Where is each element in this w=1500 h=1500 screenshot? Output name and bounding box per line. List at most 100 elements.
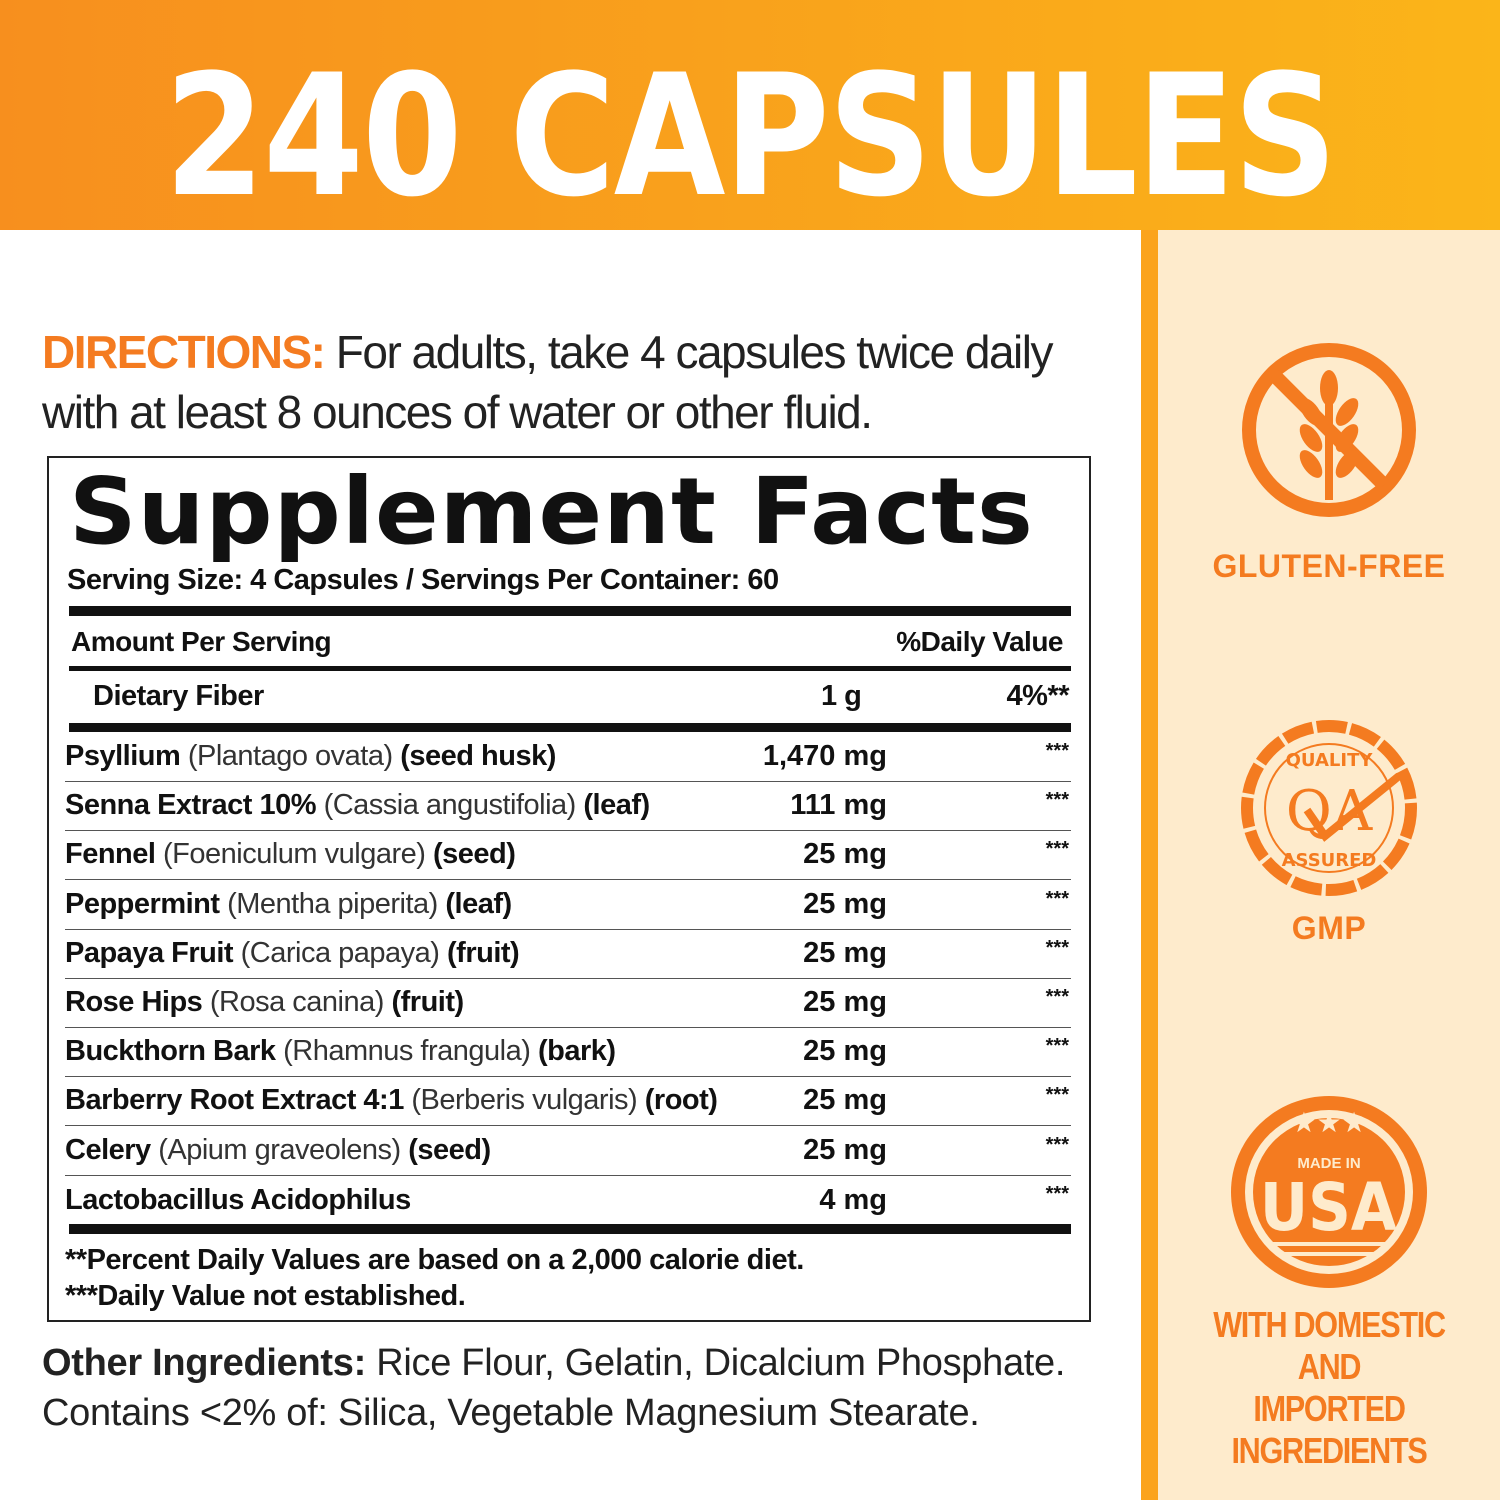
- other-ingredients-text: Rice Flour, Gelatin, Dicalcium Phosphate…: [365, 1342, 1066, 1384]
- ingredient-name: Rose Hips: [65, 986, 203, 1018]
- divider: [69, 606, 1071, 616]
- ingredient-name-cell: Senna Extract 10% (Cassia angustifolia) …: [65, 789, 650, 822]
- ingredient-part: (fruit): [391, 986, 464, 1018]
- ingredient-part: (fruit): [447, 936, 520, 969]
- no-wheat-icon: [1242, 343, 1416, 517]
- ingredient-name-cell: Lactobacillus Acidophilus: [65, 1184, 411, 1217]
- gmp-badge: QUALITY QA ASSURED GMP: [1158, 718, 1500, 947]
- ingredient-part: (bark): [537, 1035, 616, 1068]
- fiber-dv: 4%**: [1006, 680, 1070, 712]
- ingredient-name: Papaya Fruit: [65, 936, 234, 969]
- ingredient-latin: (Carica papaya): [233, 936, 447, 969]
- page-title: 240 CAPSULES: [164, 38, 1337, 234]
- fiber-amount: 1 g: [821, 680, 862, 712]
- ingredient-latin: (Rhamnus frangula): [275, 1035, 538, 1068]
- ingredient-name-cell: Rose Hips (Rosa canina) (fruit): [65, 986, 464, 1019]
- ingredient-name-cell: Buckthorn Bark (Rhamnus frangula) (bark): [65, 1035, 616, 1068]
- ingredient-name-cell: Psyllium (Plantago ovata) (seed husk): [65, 740, 556, 773]
- ingredient-row: Psyllium (Plantago ovata) (seed husk) 1,…: [65, 732, 1071, 782]
- ingredient-row: Buckthorn Bark (Rhamnus frangula) (bark)…: [65, 1027, 1071, 1078]
- ingredient-dv: ***: [1045, 1084, 1069, 1107]
- ingredient-amount: 4 mg: [819, 1183, 887, 1216]
- made-in-usa-icon: ★★★ MADE IN USA: [1231, 1096, 1427, 1288]
- made-in-usa-badge: ★★★ MADE IN USA WITH DOMESTIC AND IMPORT…: [1158, 1092, 1500, 1472]
- gluten-free-label: GLUTEN-FREE: [1212, 548, 1446, 584]
- gluten-free-badge: GLUTEN-FREE: [1158, 340, 1500, 585]
- divider: [69, 666, 1071, 671]
- ingredient-latin: (Berberis vulgaris): [403, 1084, 645, 1117]
- footnote-dv: **Percent Daily Values are based on a 2,…: [65, 1244, 804, 1276]
- svg-text:★★★: ★★★: [1291, 1107, 1366, 1138]
- divider: [69, 1224, 1071, 1234]
- ingredient-dv: ***: [1045, 887, 1069, 910]
- supplement-facts-panel: Supplement Facts Serving Size: 4 Capsule…: [47, 456, 1091, 1322]
- ingredient-part: (seed husk): [400, 740, 556, 772]
- ingredient-dv: ***: [1045, 986, 1069, 1008]
- ingredient-name: Celery: [65, 1133, 151, 1166]
- ingredient-row: Fennel (Foeniculum vulgare) (seed) 25 mg…: [65, 830, 1071, 881]
- directions: DIRECTIONS: For adults, take 4 capsules …: [42, 322, 1102, 442]
- ingredient-row: Senna Extract 10% (Cassia angustifolia) …: [65, 781, 1071, 832]
- fiber-name: Dietary Fiber: [93, 680, 264, 712]
- other-ingredients-label: Other Ingredients:: [42, 1342, 366, 1384]
- ingredient-latin: (Mentha piperita): [219, 887, 446, 920]
- ingredient-amount: 25 mg: [803, 887, 887, 920]
- ingredient-latin: (Apium graveolens): [150, 1133, 409, 1166]
- ingredient-row: Celery (Apium graveolens) (seed) 25 mg *…: [65, 1126, 1071, 1176]
- ingredient-name: Buckthorn Bark: [65, 1035, 276, 1068]
- seal-top-text: QUALITY: [1286, 750, 1374, 771]
- ingredient-dv: ***: [1045, 1133, 1069, 1156]
- ingredient-part: (leaf): [445, 887, 512, 920]
- gmp-label: GMP: [1291, 910, 1367, 946]
- usa-caption: WITH DOMESTIC AND IMPORTED INGREDIENTS: [1184, 1304, 1475, 1472]
- ingredient-part: (leaf): [583, 789, 650, 822]
- ingredient-amount: 1,470 mg: [762, 740, 887, 772]
- other-ingredients: Other Ingredients: Rice Flour, Gelatin, …: [42, 1338, 1065, 1438]
- supplement-facts-title: Supplement Facts: [69, 458, 1034, 565]
- ingredient-part: (seed): [432, 838, 516, 871]
- ingredient-dv: ***: [1045, 789, 1069, 812]
- usa-caption-line1: WITH DOMESTIC AND: [1213, 1304, 1446, 1387]
- ingredient-name: Peppermint: [65, 887, 220, 920]
- ingredient-row: Papaya Fruit (Carica papaya) (fruit) 25 …: [65, 929, 1071, 979]
- ingredient-dv: ***: [1045, 1182, 1069, 1205]
- seal-bottom-text: ASSURED: [1282, 850, 1377, 871]
- ingredient-name: Barberry Root Extract 4:1: [65, 1084, 404, 1117]
- ingredient-latin: (Plantago ovata): [180, 740, 401, 772]
- ingredient-row: Barberry Root Extract 4:1 (Berberis vulg…: [65, 1076, 1071, 1127]
- ingredient-amount: 111 mg: [790, 789, 887, 822]
- ingredient-row: Peppermint (Mentha piperita) (leaf) 25 m…: [65, 880, 1071, 930]
- ingredient-name: Senna Extract 10%: [65, 789, 317, 822]
- ingredient-amount: 25 mg: [803, 936, 887, 969]
- ingredient-name: Lactobacillus Acidophilus: [65, 1183, 411, 1216]
- footnote-not-established: ***Daily Value not established.: [65, 1280, 466, 1312]
- ingredient-name-cell: Peppermint (Mentha piperita) (leaf): [65, 888, 512, 921]
- ingredient-name: Psyllium: [65, 740, 181, 772]
- header-banner: 240 CAPSULES: [0, 0, 1500, 234]
- ingredient-dv: ***: [1045, 740, 1069, 762]
- badge-panel: GLUTEN-FREE QUALITY QA ASSURED GMP ★★★ M…: [1158, 230, 1500, 1500]
- divider-stripe: [1141, 230, 1158, 1500]
- ingredient-part: (seed): [408, 1133, 491, 1166]
- directions-text: For adults, take 4 capsules twice daily …: [42, 326, 1053, 438]
- ingredient-amount: 25 mg: [803, 1084, 887, 1117]
- ingredient-latin: (Rosa canina): [202, 986, 392, 1018]
- daily-value-header: %Daily Value: [896, 626, 1063, 657]
- ingredient-name-cell: Fennel (Foeniculum vulgare) (seed): [65, 838, 516, 871]
- ingredient-dv: ***: [1045, 936, 1069, 959]
- amount-per-serving-header: Amount Per Serving: [71, 626, 332, 657]
- directions-label: DIRECTIONS:: [42, 326, 326, 378]
- ingredient-name-cell: Papaya Fruit (Carica papaya) (fruit): [65, 936, 520, 970]
- ingredient-dv: ***: [1045, 1035, 1069, 1058]
- ingredient-latin: (Foeniculum vulgare): [155, 838, 433, 871]
- ingredient-part: (root): [644, 1084, 718, 1117]
- ingredient-name: Fennel: [65, 838, 156, 871]
- ingredient-amount: 25 mg: [803, 838, 887, 871]
- other-ingredients-line2: Contains <2% of: Silica, Vegetable Magne…: [42, 1392, 980, 1434]
- usa-caption-line2: IMPORTED INGREDIENTS: [1231, 1388, 1427, 1471]
- ingredient-amount: 25 mg: [803, 1133, 887, 1166]
- ingredient-name-cell: Barberry Root Extract 4:1 (Berberis vulg…: [65, 1084, 718, 1117]
- serving-info: Serving Size: 4 Capsules / Servings Per …: [67, 564, 779, 596]
- ingredient-latin: (Cassia angustifolia): [316, 789, 584, 822]
- usa-text: USA: [1260, 1169, 1397, 1246]
